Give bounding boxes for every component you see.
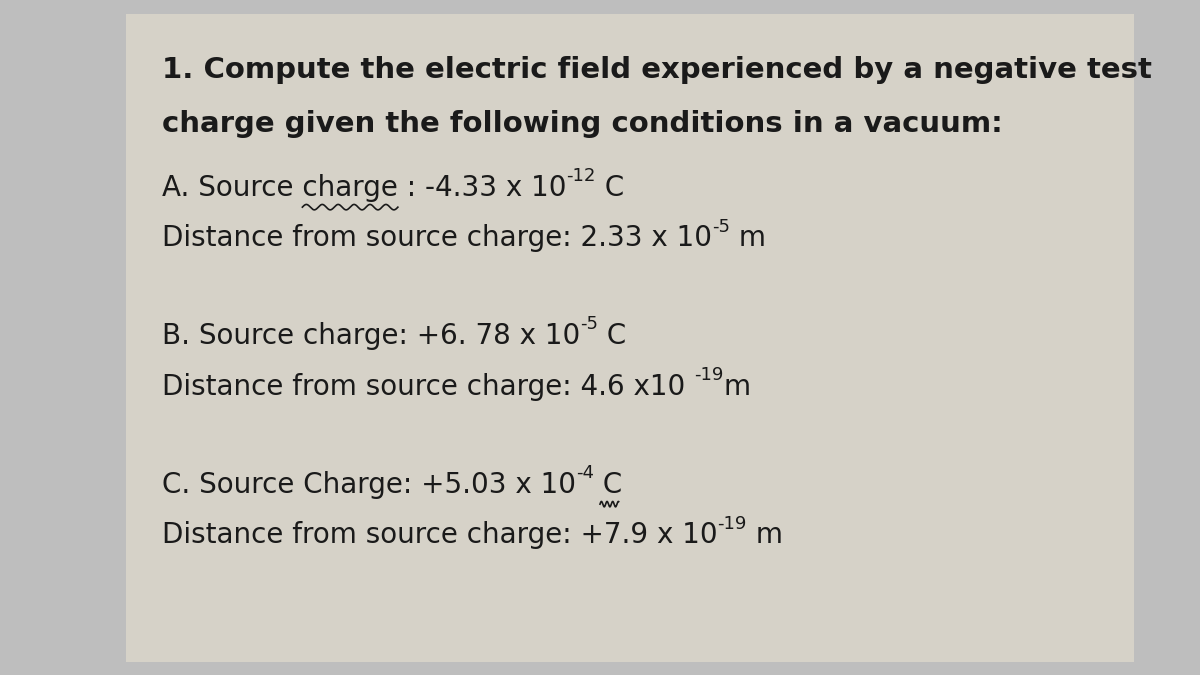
Text: Distance from source charge: +7.9 x 10: Distance from source charge: +7.9 x 10 xyxy=(162,521,718,549)
Text: 1. Compute the electric field experienced by a negative test: 1. Compute the electric field experience… xyxy=(162,55,1152,84)
Text: -5: -5 xyxy=(581,315,599,333)
Text: -19: -19 xyxy=(694,366,724,384)
Text: C: C xyxy=(594,470,623,499)
Text: A. Source: A. Source xyxy=(162,173,302,202)
Text: charge given the following conditions in a vacuum:: charge given the following conditions in… xyxy=(162,109,1003,138)
Text: B. Source charge: +6. 78 x 10: B. Source charge: +6. 78 x 10 xyxy=(162,322,581,350)
Text: C: C xyxy=(599,322,626,350)
Text: -12: -12 xyxy=(566,167,596,185)
Text: m: m xyxy=(748,521,784,549)
Text: Distance from source charge: 4.6 x10: Distance from source charge: 4.6 x10 xyxy=(162,373,694,401)
Text: -4: -4 xyxy=(576,464,594,482)
FancyBboxPatch shape xyxy=(126,14,1134,662)
Text: -19: -19 xyxy=(718,514,746,533)
Text: C: C xyxy=(596,173,624,202)
Text: Distance from source charge: 2.33 x 10: Distance from source charge: 2.33 x 10 xyxy=(162,224,712,252)
Text: A. Source charge: A. Source charge xyxy=(162,173,398,202)
Text: m: m xyxy=(730,224,766,252)
Text: -5: -5 xyxy=(712,217,730,236)
Text: A. Source charge : -4.33 x 10: A. Source charge : -4.33 x 10 xyxy=(162,173,566,202)
Text: C. Source Charge: +5.03 x 10: C. Source Charge: +5.03 x 10 xyxy=(162,470,576,499)
Text: m: m xyxy=(724,373,751,401)
